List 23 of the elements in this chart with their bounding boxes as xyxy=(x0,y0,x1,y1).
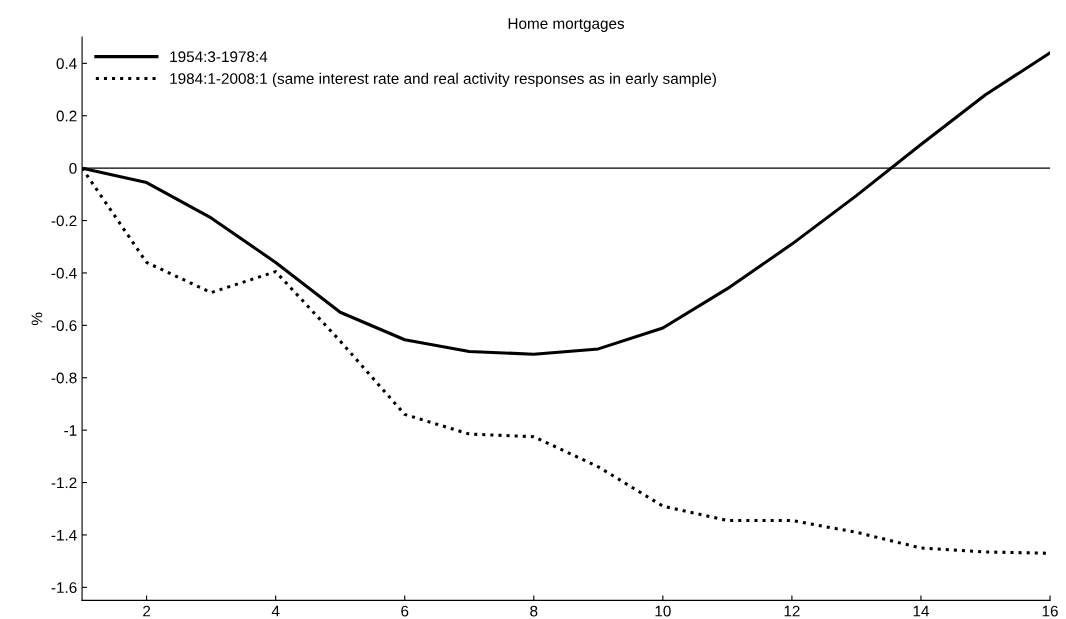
y-tick-label: -1 xyxy=(64,425,77,436)
x-tick-label: 14 xyxy=(913,605,929,617)
y-axis-title: % xyxy=(31,312,43,326)
x-tick-label: 12 xyxy=(784,605,800,617)
y-tick-label: 0 xyxy=(69,163,77,174)
y-tick-label: -1.6 xyxy=(51,582,77,594)
x-tick-label: 16 xyxy=(1042,605,1058,617)
legend-label: 1984:1-2008:1 (same interest rate and real activity responses as in early sample) xyxy=(170,72,716,88)
x-tick-label: 10 xyxy=(655,605,671,617)
y-tick-label: -0.8 xyxy=(51,372,77,384)
y-tick-label: 0.2 xyxy=(56,110,77,122)
y-tick-label: 0.4 xyxy=(56,58,77,70)
chart-title: Home mortgages xyxy=(508,18,625,32)
legend-label: 1954:3-1978:4 xyxy=(170,51,268,63)
x-tick-label: 8 xyxy=(530,605,538,617)
y-tick-label: -1.2 xyxy=(51,477,77,489)
x-tick-label: 4 xyxy=(271,605,280,617)
y-tick-label: -0.4 xyxy=(51,267,77,279)
x-tick-label: 6 xyxy=(401,605,409,617)
x-tick-label: 2 xyxy=(143,605,151,617)
y-tick-label: -1.4 xyxy=(51,529,77,541)
y-tick-label: -0.2 xyxy=(51,215,77,227)
y-tick-label: -0.6 xyxy=(51,320,77,332)
